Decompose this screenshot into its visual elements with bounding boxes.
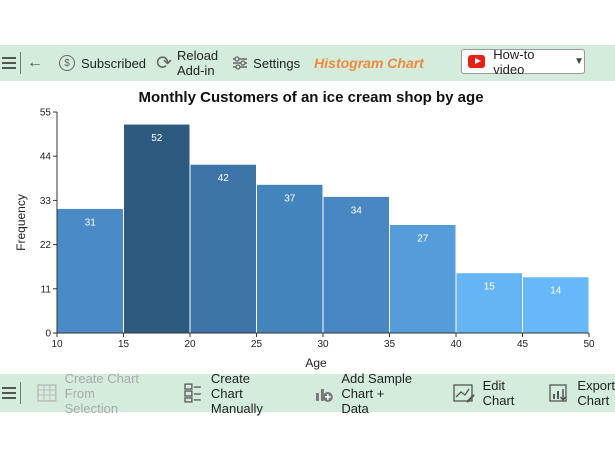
table-icon [37,384,57,402]
bar-data-label: 27 [417,234,429,245]
chart-add-icon [315,389,333,402]
bar-data-label: 31 [85,217,97,228]
y-tick-label: 44 [40,152,52,163]
edit-line1: Edit [482,378,506,393]
y-tick-label: 33 [40,196,52,207]
reload-addin-button[interactable]: ⟳ Reload Add-in [156,48,218,78]
histogram-bar [389,224,457,334]
bar-data-label: 37 [284,193,296,204]
create-chart-from-selection-button[interactable]: Create Chart From Selection [37,371,151,416]
x-tick-label: 30 [317,339,329,350]
create-manual-line1: Create Chart [210,370,250,401]
bar-data-label: 52 [151,133,163,144]
bar-data-label: 15 [484,282,496,293]
y-tick-label: 11 [41,284,52,295]
toolbar-divider [19,382,21,404]
form-list-icon [184,383,201,403]
bar-data-label: 14 [550,286,562,297]
dollar-icon: $ [59,55,75,71]
menu-icon[interactable] [2,57,16,69]
toolbar-divider [20,52,21,74]
histogram-bar [123,123,191,334]
settings-button[interactable]: Settings [232,56,300,71]
create-chart-manually-button[interactable]: Create Chart Manually [183,371,284,416]
bar-data-label: 34 [351,205,363,216]
howto-video-label: How-to video [493,46,535,77]
y-tick-label: 0 [45,329,51,340]
add-sample-line2: Chart + Data [341,385,385,416]
add-sample-line1: Add Sample [341,370,413,386]
refresh-icon: ⟳ [156,52,172,74]
histogram-bar [322,195,390,334]
chart-title: Monthly Customers of an ice cream shop b… [138,89,483,106]
x-tick-label: 40 [450,339,462,350]
histogram-chart: Monthly Customers of an ice cream shop b… [14,89,595,370]
top-toolbar: ← $ Subscribed ⟳ Reload Add-in Settings … [0,45,615,81]
export-line2: Chart [577,393,610,408]
subscribed-button[interactable]: $ Subscribed [59,55,146,71]
back-arrow-icon[interactable]: ← [27,54,43,71]
create-selection-line2: From Selection [64,385,119,416]
reload-label-line2: Add-in [176,63,215,78]
x-tick-label: 45 [517,339,529,350]
chart-export-icon [549,384,568,402]
menu-icon[interactable] [2,387,16,399]
chart-edit-icon [452,384,475,403]
x-tick-label: 15 [118,339,130,350]
chevron-down-icon: ▼ [574,56,584,67]
x-tick-label: 35 [384,339,396,350]
bar-data-label: 42 [218,173,230,184]
reload-label-line1: Reload [176,48,219,63]
y-tick-label: 55 [40,108,52,119]
add-sample-chart-button[interactable]: Add Sample Chart + Data [314,371,415,416]
x-axis-label: Age [305,356,327,370]
y-tick-label: 22 [40,240,52,251]
howto-video-dropdown[interactable]: How-to video ▼ [461,46,585,77]
create-manual-line2: Manually [210,400,263,416]
x-tick-label: 20 [184,339,196,350]
histogram-chart-title: Histogram Chart [314,55,424,71]
subscribed-label: Subscribed [81,55,147,71]
x-tick-label: 10 [51,339,63,350]
create-selection-line1: Create Chart [64,370,140,386]
export-chart-button[interactable]: Export Chart [549,378,615,408]
youtube-icon [468,55,486,68]
histogram-bar [56,207,124,334]
edit-chart-button[interactable]: Edit Chart [452,378,515,408]
bottom-toolbar: Create Chart From Selection Create Chart… [0,371,615,416]
edit-line2: Chart [482,393,515,408]
sliders-icon [233,56,248,70]
y-axis-label: Frequency [14,194,28,251]
settings-label: Settings [253,55,301,71]
export-line1: Export [577,378,615,393]
x-tick-label: 50 [583,339,595,350]
histogram-bar [189,163,257,334]
x-tick-label: 25 [251,339,263,350]
histogram-bar [256,183,324,334]
histogram-bar [455,272,523,334]
